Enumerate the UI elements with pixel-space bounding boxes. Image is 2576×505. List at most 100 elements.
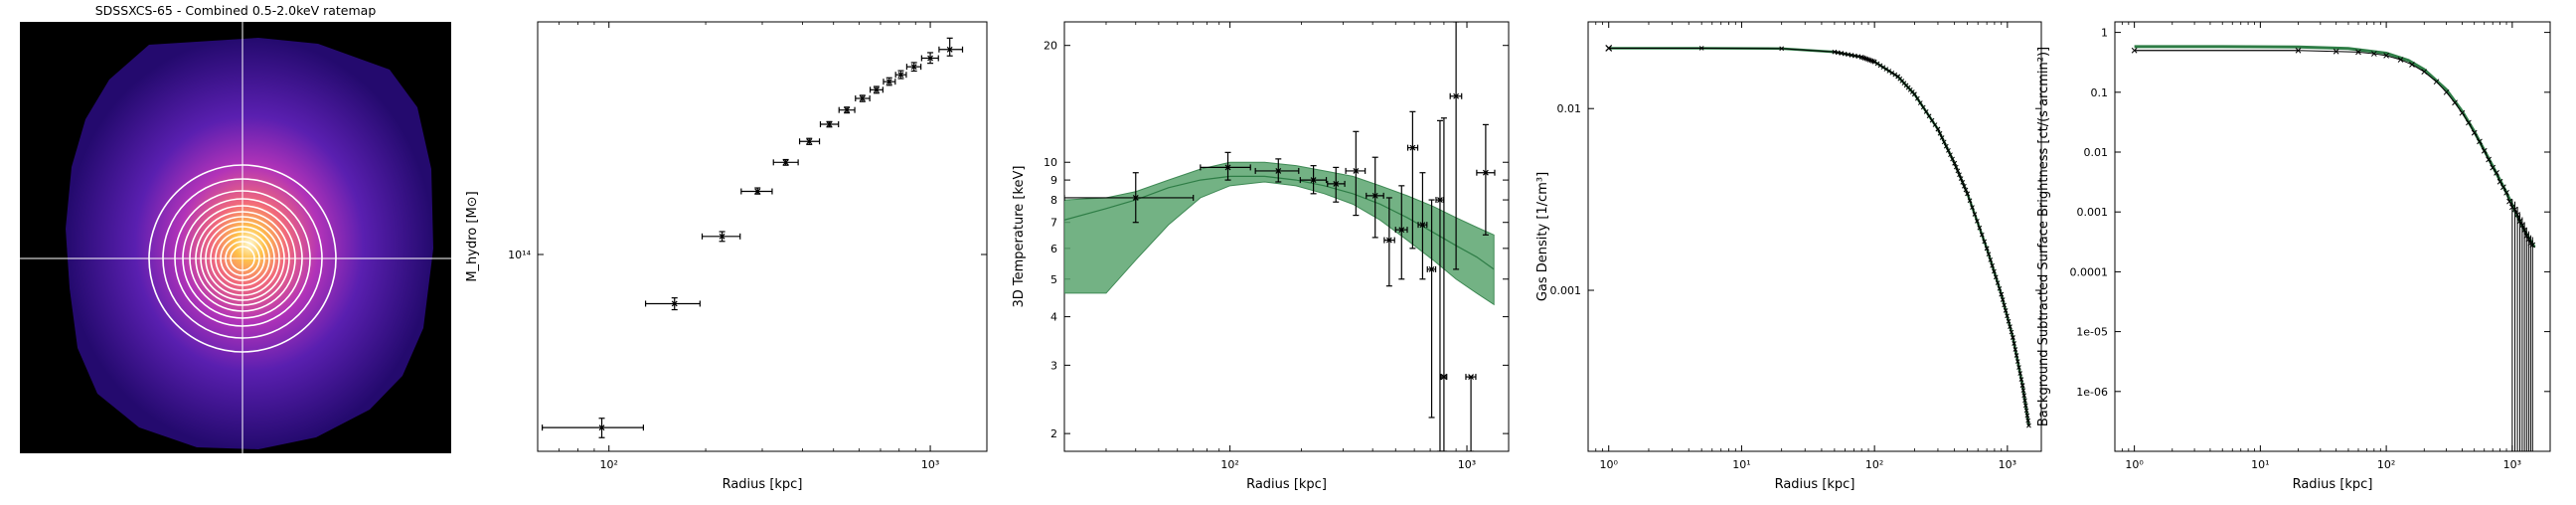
model-line: [1064, 175, 1495, 270]
point-marker: [1871, 59, 1877, 65]
x-axis-label: Radius [kpc]: [1775, 477, 1855, 492]
y-tick-label: 0.001: [2077, 206, 2109, 219]
data-point: [542, 418, 644, 438]
minor-ticks: [1587, 22, 2003, 451]
data-point: [1426, 199, 1437, 419]
y-tick-label: 5: [1050, 273, 1057, 286]
point-marker: [1880, 65, 1886, 71]
y-tick-label: 0.001: [1550, 284, 1582, 297]
point-marker: [2000, 297, 2006, 302]
minor-ticks: [2114, 22, 2507, 451]
y-tick-label: 3: [1050, 359, 1057, 372]
data-point: [1476, 123, 1496, 236]
point-marker: [1943, 143, 1949, 149]
y-axis-label: Gas Density [1/cm³]: [1535, 172, 1550, 301]
point-marker: [671, 300, 678, 307]
point-marker: [1917, 100, 1923, 105]
point-marker: [1453, 92, 1460, 99]
chart-3: 10⁰ 10¹ 10² 10³ 0.001 0.01 Radius [kpc] Gas Den…: [1535, 21, 2042, 492]
point-marker: [1333, 180, 1340, 187]
point-marker: [2003, 308, 2009, 313]
y-tick-label: 0.01: [2084, 146, 2109, 159]
point-marker: [1409, 144, 1416, 151]
data-point: [1299, 165, 1328, 195]
point-marker: [1923, 109, 1929, 114]
ratemap-panel: SDSSXCS-65 - Combined 0.5-2.0keV ratemap: [20, 3, 451, 453]
point-marker: [1948, 152, 1953, 158]
plot-area: [2131, 45, 2536, 451]
point-marker: [2026, 422, 2031, 428]
point-marker: [1385, 237, 1392, 244]
plot-frame: [2114, 21, 2551, 452]
y-tick-label: 8: [1050, 194, 1057, 207]
point-marker: [1482, 169, 1489, 176]
point-marker: [1428, 265, 1435, 272]
x-tick-label: 10¹: [1732, 458, 1750, 471]
point-marker: [1353, 168, 1360, 174]
point-marker: [1970, 205, 1975, 210]
point-marker: [1852, 53, 1857, 59]
data-point: [772, 158, 799, 166]
data-point: [798, 137, 821, 145]
data-point: [1417, 172, 1428, 280]
y-tick-label: 0.1: [2091, 86, 2109, 99]
y-tick-label: 2: [1050, 427, 1057, 440]
point-marker: [1832, 49, 1838, 55]
data-point: [1394, 185, 1408, 280]
point-marker: [1984, 246, 1990, 252]
data-point: [938, 37, 964, 57]
x-tick-label: 10¹: [2251, 458, 2269, 471]
data-point: [1064, 172, 1195, 224]
data-point: [1366, 156, 1384, 239]
point-marker: [1999, 291, 2005, 297]
point-marker: [1889, 70, 1895, 76]
point-marker: [2018, 377, 2024, 382]
chart-1: 10² 10³ 10¹⁴ Radius [kpc] M_hydro [M⊙]: [465, 21, 988, 492]
point-marker: [2008, 324, 2012, 329]
point-marker: [1950, 156, 1955, 162]
point-marker: [1946, 148, 1951, 153]
point-marker: [2486, 156, 2492, 163]
point-marker: [1963, 187, 1969, 193]
y-tick-label: 6: [1050, 243, 1057, 255]
point-marker: [1849, 53, 1854, 58]
y-tick-label: 0.01: [1557, 102, 1582, 115]
point-marker: [873, 86, 880, 93]
point-marker: [2433, 79, 2440, 85]
data-point: [1383, 197, 1395, 287]
x-tick-label: 10⁰: [1600, 458, 1619, 471]
minor-ticks: [1105, 22, 1457, 451]
y-tick-label: 1e-05: [2076, 326, 2108, 339]
point-marker: [1955, 168, 1961, 174]
point-marker: [2013, 353, 2019, 358]
point-marker: [2452, 99, 2458, 106]
point-marker: [2019, 383, 2025, 388]
point-marker: [2005, 313, 2010, 319]
x-tick-label: 10⁰: [2125, 458, 2144, 471]
point-marker: [1874, 61, 1880, 67]
point-marker: [806, 138, 813, 145]
y-tick-label: 4: [1050, 311, 1057, 324]
point-marker: [2012, 341, 2016, 346]
point-marker: [2506, 198, 2512, 205]
point-marker: [2355, 49, 2361, 56]
point-marker: [1975, 219, 1980, 224]
point-marker: [2006, 318, 2012, 324]
point-marker: [1960, 180, 1966, 185]
point-marker: [1993, 274, 1999, 280]
point-marker: [1932, 122, 1938, 127]
data-point: [1435, 119, 1445, 451]
x-tick-label: 10³: [1458, 458, 1476, 471]
data-point: [1465, 374, 1477, 451]
data-point: [1327, 166, 1346, 203]
point-marker: [2370, 51, 2377, 57]
data-point: [701, 231, 741, 243]
data-point: [1200, 151, 1251, 181]
point-marker: [2421, 69, 2428, 76]
point-marker: [2295, 47, 2302, 54]
x-tick-label: 10³: [2503, 458, 2521, 471]
point-marker: [2020, 388, 2026, 394]
point-marker: [2002, 302, 2008, 308]
minor-ticks: [559, 22, 916, 451]
x-axis-label: Radius [kpc]: [723, 477, 803, 492]
